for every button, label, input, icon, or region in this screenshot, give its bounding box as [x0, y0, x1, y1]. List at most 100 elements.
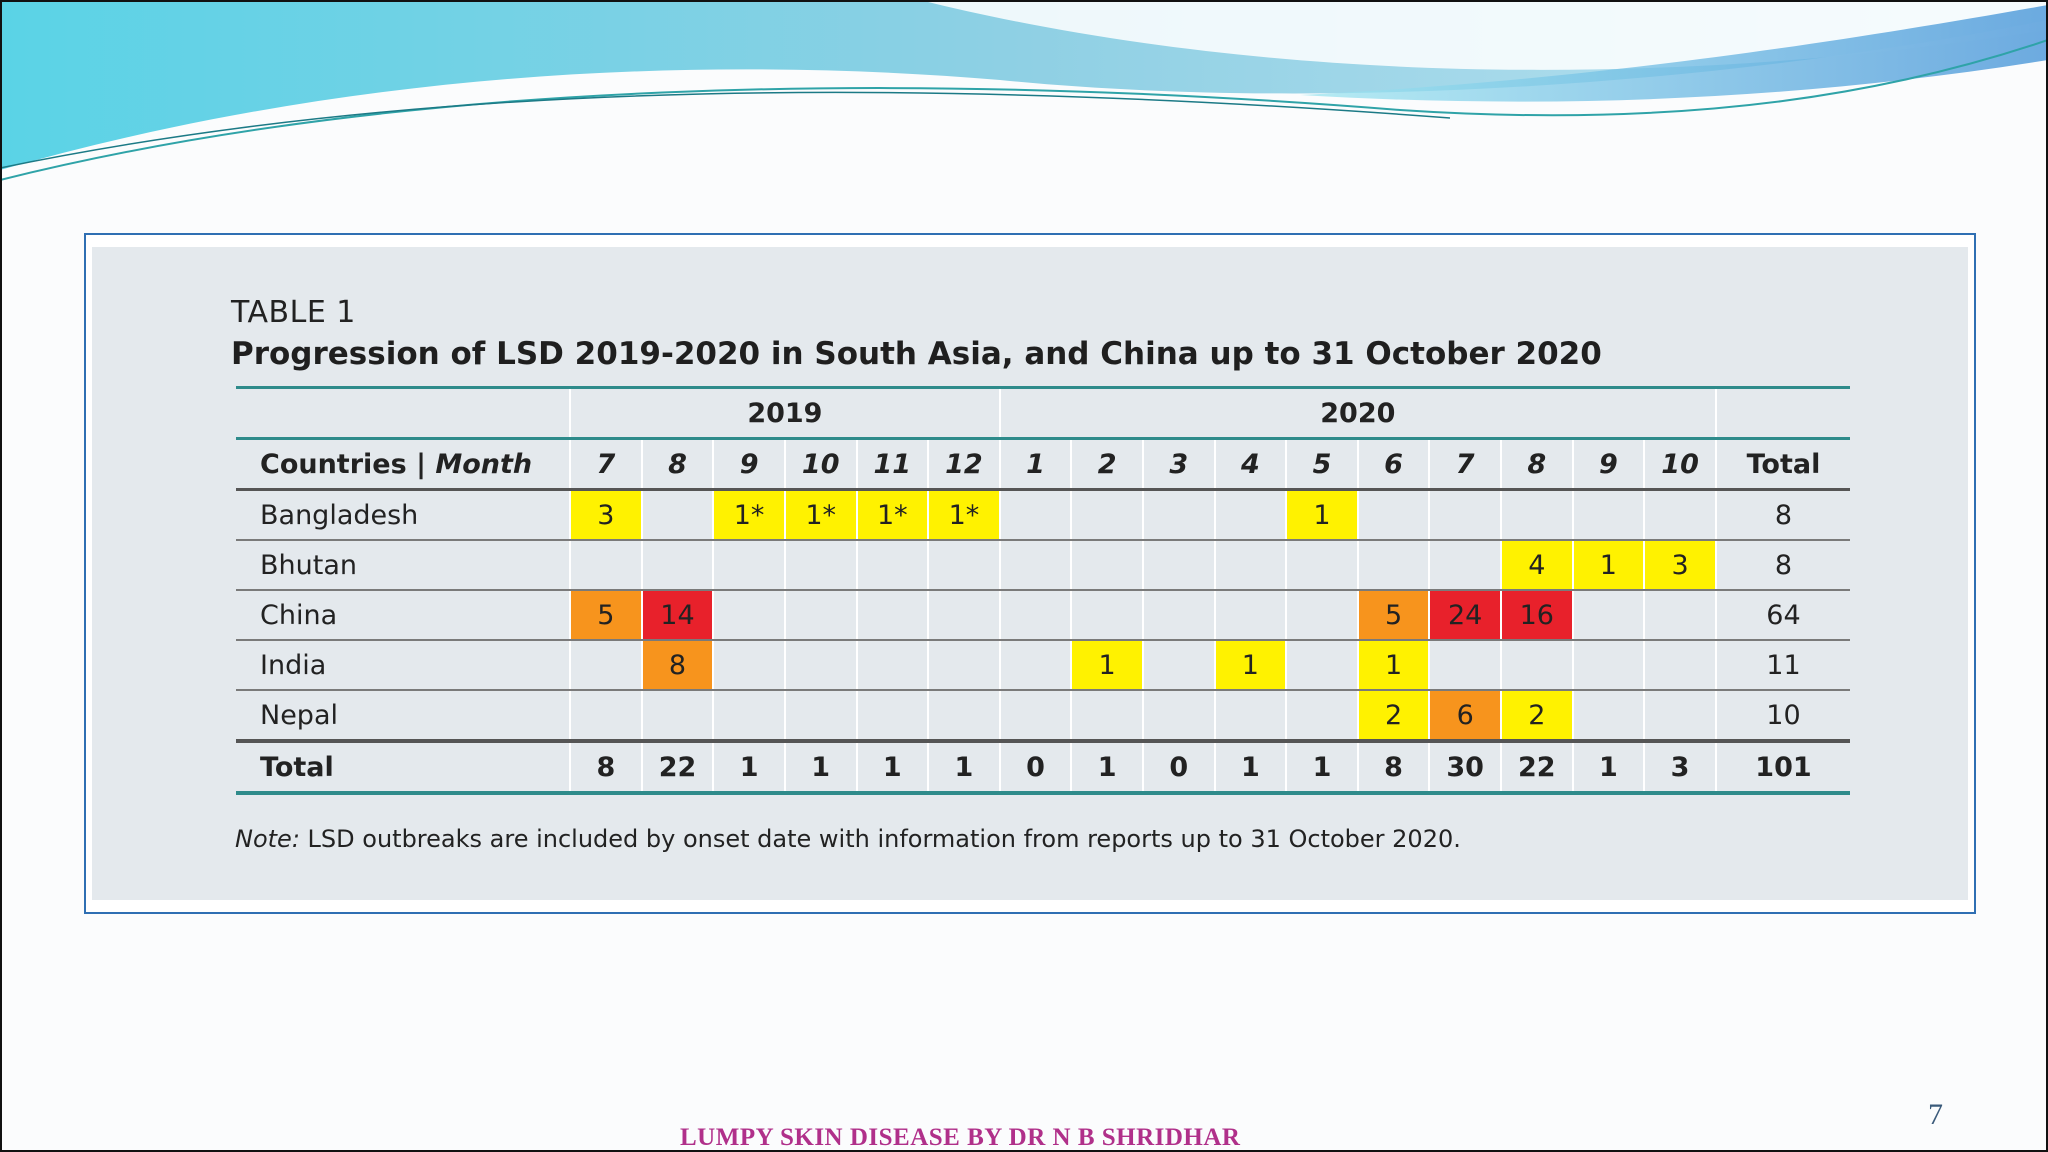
- month-header: 3: [1141, 437, 1216, 491]
- outbreak-count-cell: [1428, 488, 1502, 541]
- country-cell: Bangladesh: [236, 488, 572, 541]
- outbreak-count-cell: 1: [1356, 639, 1431, 691]
- outbreak-count-cell: [1571, 589, 1646, 641]
- month-header: 9: [1571, 437, 1646, 491]
- outbreak-count-cell: [1428, 639, 1502, 691]
- outbreak-count-cell: 16: [1499, 589, 1574, 641]
- outbreak-count-cell: [712, 689, 786, 742]
- outbreak-count-cell: 1: [1070, 639, 1144, 691]
- outbreak-count-cell: 1*: [712, 488, 786, 541]
- outbreak-count-cell: [712, 539, 786, 591]
- month-total-cell: 22: [1499, 739, 1574, 795]
- month-header: 1: [998, 437, 1073, 491]
- outbreak-count-cell: [1070, 539, 1144, 591]
- total-row-label: Total: [236, 739, 572, 795]
- month-total-cell: 1: [783, 739, 858, 795]
- month-header: 9: [712, 437, 786, 491]
- month-header-label: Month: [435, 448, 533, 480]
- month-total-cell: 1: [927, 739, 1001, 795]
- table-row: India 8 1 1 1 11: [236, 639, 1850, 691]
- total-row: Total 8 22 1 1 1 1 0 1 0 1 1 8 30 22 1 3 101: [236, 739, 1850, 795]
- outbreak-count-cell: 6: [1428, 689, 1502, 742]
- year-header-2020: 2020: [998, 386, 1717, 440]
- outbreak-count-cell: [1571, 488, 1646, 541]
- month-total-cell: 1: [1571, 739, 1646, 795]
- country-cell: China: [236, 589, 572, 641]
- outbreak-count-cell: [712, 589, 786, 641]
- month-total-cell: 0: [998, 739, 1073, 795]
- outbreak-count-cell: [1356, 488, 1431, 541]
- month-header: 5: [1285, 437, 1359, 491]
- outbreak-count-cell: [998, 639, 1073, 691]
- outbreak-count-cell: 3: [1643, 539, 1717, 591]
- month-header: 10: [1643, 437, 1717, 491]
- month-total-cell: 1: [712, 739, 786, 795]
- slide-page-number: 7: [1928, 1098, 1943, 1131]
- month-header: 8: [1499, 437, 1574, 491]
- outbreak-count-cell: [927, 639, 1001, 691]
- month-total-cell: 1: [1070, 739, 1144, 795]
- outbreak-count-cell: 2: [1356, 689, 1431, 742]
- outbreak-count-cell: [569, 639, 643, 691]
- outbreak-count-cell: [783, 689, 858, 742]
- table-label: TABLE 1: [231, 295, 356, 330]
- month-header: 2: [1070, 437, 1144, 491]
- outbreak-count-cell: [569, 689, 643, 742]
- slide-footer: LUMPY SKIN DISEASE BY DR N B SHRIDHAR: [680, 1124, 1241, 1151]
- month-total-cell: 22: [640, 739, 715, 795]
- table-row: China 5 14 5 24 16 64: [236, 589, 1850, 641]
- outbreak-count-cell: [855, 639, 930, 691]
- month-total-cell: 0: [1141, 739, 1216, 795]
- country-cell: Nepal: [236, 689, 572, 742]
- outbreak-count-cell: [1213, 539, 1288, 591]
- outbreak-count-cell: [1213, 488, 1288, 541]
- month-header-row: Countries | Month 7 8 9 10 11 12 1 2 3 4…: [236, 437, 1850, 491]
- outbreak-count-cell: [1213, 589, 1288, 641]
- outbreak-count-cell: 3: [569, 488, 643, 541]
- outbreak-count-cell: [1499, 639, 1574, 691]
- outbreak-count-cell: [998, 539, 1073, 591]
- outbreak-count-cell: [1571, 639, 1646, 691]
- month-header: 12: [927, 437, 1001, 491]
- outbreak-count-cell: [1070, 589, 1144, 641]
- month-header: 10: [783, 437, 858, 491]
- outbreak-count-cell: [640, 539, 715, 591]
- row-total-cell: 64: [1714, 589, 1850, 641]
- note-text: LSD outbreaks are included by onset date…: [307, 825, 1461, 853]
- outbreak-count-cell: 5: [569, 589, 643, 641]
- outbreak-count-cell: [1070, 488, 1144, 541]
- outbreak-count-cell: [1285, 639, 1359, 691]
- table-title: Progression of LSD 2019-2020 in South As…: [231, 336, 1602, 372]
- month-total-cell: 8: [569, 739, 643, 795]
- outbreak-count-cell: 1: [1213, 639, 1288, 691]
- outbreak-count-cell: [1285, 689, 1359, 742]
- outbreak-count-cell: [783, 539, 858, 591]
- outbreak-count-cell: [998, 689, 1073, 742]
- outbreak-count-cell: 24: [1428, 589, 1502, 641]
- row-total-cell: 11: [1714, 639, 1850, 691]
- outbreak-count-cell: [998, 589, 1073, 641]
- outbreak-count-cell: [927, 539, 1001, 591]
- year-header-row: 2019 2020: [236, 386, 1850, 440]
- month-header: 6: [1356, 437, 1431, 491]
- outbreak-count-cell: [1141, 639, 1216, 691]
- month-header: 7: [1428, 437, 1502, 491]
- outbreak-count-cell: [1141, 589, 1216, 641]
- outbreak-count-cell: [1643, 589, 1717, 641]
- outbreak-count-cell: 1: [1571, 539, 1646, 591]
- outbreak-count-cell: [927, 589, 1001, 641]
- outbreak-count-cell: [1643, 689, 1717, 742]
- outbreak-count-cell: [640, 689, 715, 742]
- year-header-2019: 2019: [569, 386, 1001, 440]
- month-header: 7: [569, 437, 643, 491]
- outbreak-count-cell: 4: [1499, 539, 1574, 591]
- month-header: 8: [640, 437, 715, 491]
- outbreak-count-cell: 14: [640, 589, 715, 641]
- outbreak-count-cell: [1213, 689, 1288, 742]
- row-total-cell: 8: [1714, 539, 1850, 591]
- outbreak-count-cell: [1285, 589, 1359, 641]
- outbreak-count-cell: [1285, 539, 1359, 591]
- outbreak-count-cell: [640, 488, 715, 541]
- outbreak-count-cell: [1499, 488, 1574, 541]
- outbreak-count-cell: 1*: [855, 488, 930, 541]
